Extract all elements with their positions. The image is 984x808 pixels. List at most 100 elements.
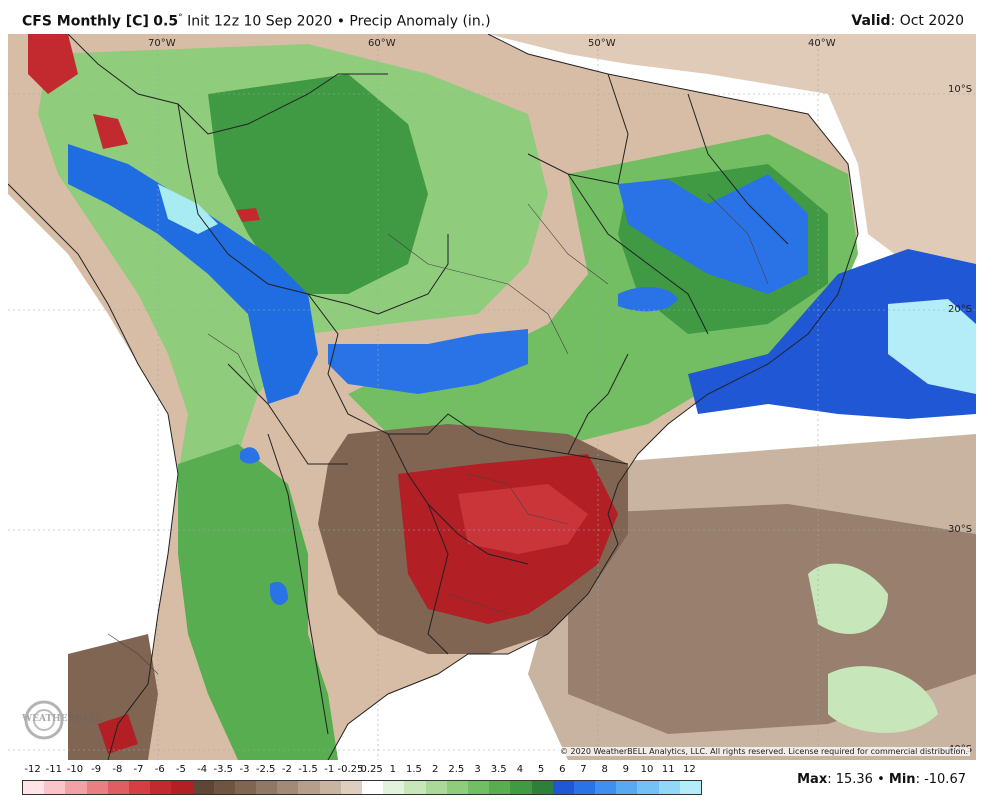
wet-zone-andes — [68, 144, 318, 404]
lat-label-10s: 10°S — [948, 84, 973, 95]
legend-swatch — [383, 781, 405, 794]
init-time: Init 12z 10 Sep 2020 — [187, 13, 333, 30]
max-min-readout: Max: 15.36 • Min: -10.67 — [797, 772, 966, 787]
max-label: Max — [797, 772, 828, 787]
min-value: -10.67 — [924, 772, 966, 787]
wet-zone-atlantic — [688, 249, 976, 419]
legend-tick-label: -2.5 — [255, 764, 276, 775]
lon-label-70w: 70°W — [148, 38, 176, 49]
valid-value: Oct 2020 — [899, 13, 964, 29]
dry-patch-peru — [28, 34, 78, 94]
field-name: Precip Anomaly (in.) — [349, 13, 491, 30]
legend-tick-label: -6 — [154, 764, 165, 775]
legend-tick-label: -7 — [133, 764, 144, 775]
legend-swatch — [44, 781, 66, 794]
max-value: 15.36 — [835, 772, 873, 787]
model-name: CFS Monthly [C] — [22, 13, 149, 30]
legend-tick-label: 9 — [622, 764, 630, 775]
legend-swatch — [552, 781, 574, 794]
legend-swatch — [531, 781, 553, 794]
legend-tick-label: -3.5 — [213, 764, 234, 775]
legend-swatch — [340, 781, 362, 794]
legend-swatch — [319, 781, 341, 794]
wet-zone-brazil — [618, 174, 808, 294]
legend-swatch — [637, 781, 659, 794]
legend-swatch — [298, 781, 320, 794]
legend-swatch — [679, 781, 701, 794]
copyright-notice: © 2020 WeatherBELL Analytics, LLC. All r… — [558, 747, 970, 756]
color-legend: -12 -11 -10 -9 -8 -7 -6 -5 -4 -3.5 -3 -2.5 -2 -1.5 -1-… — [22, 764, 702, 798]
legend-swatch — [616, 781, 638, 794]
precip-anomaly-map: 70°W 60°W 50°W 40°W 10°S 20°S 30°S 40°S … — [8, 34, 976, 760]
legend-ticks: -12 -11 -10 -9 -8 -7 -6 -5 -4 -3.5 -3 -2.5 -2 -1.5 -1-… — [22, 764, 702, 778]
legend-swatch — [446, 781, 468, 794]
legend-swatch — [256, 781, 278, 794]
legend-swatch — [573, 781, 596, 794]
wet-zone-atlantic-core — [888, 299, 976, 394]
legend-swatch — [23, 781, 45, 794]
heavy-dry-inner — [458, 484, 588, 554]
legend-swatch — [192, 781, 214, 794]
dry-patch-peru-2 — [93, 114, 128, 149]
map-title: CFS Monthly [C] 0.5° Init 12z 10 Sep 202… — [22, 13, 491, 30]
dry-zone-patagonia — [68, 634, 158, 760]
legend-tick-label: 2.5 — [448, 764, 465, 775]
legend-swatch — [128, 781, 151, 794]
legend-tick-label: -5 — [175, 764, 186, 775]
title-bar: CFS Monthly [C] 0.5° Init 12z 10 Sep 202… — [0, 0, 984, 36]
legend-tick-label: -4 — [197, 764, 208, 775]
wet-patch-small — [618, 287, 678, 312]
degree-mark: ° — [178, 13, 183, 23]
legend-tick-label: 2 — [431, 764, 439, 775]
legend-tick-label: -2 — [281, 764, 292, 775]
legend-tick-label: 3.5 — [490, 764, 507, 775]
legend-swatch — [510, 781, 532, 794]
green-core — [208, 74, 428, 294]
graticule — [8, 34, 976, 760]
dry-patch-bolivia — [236, 208, 260, 222]
legend-swatch — [107, 781, 129, 794]
legend-tick-label: -1.5 — [298, 764, 318, 775]
legend-tick-label: -8 — [112, 764, 123, 775]
bullet-separator-2: • — [877, 772, 885, 787]
legend-tick-label: 1 — [389, 764, 396, 775]
legend-tick-label: -0.25 — [337, 764, 364, 775]
legend-swatch — [277, 781, 299, 794]
legend-tick-label: -3 — [239, 764, 250, 775]
lon-label-60w: 60°W — [368, 38, 396, 49]
legend-tick-label: 7 — [580, 764, 587, 775]
legend-swatch — [213, 781, 235, 794]
legend-swatch — [234, 781, 257, 794]
lon-label-50w: 50°W — [588, 38, 616, 49]
legend-swatch — [65, 781, 87, 794]
wet-patch-chaco — [240, 447, 260, 464]
legend-swatch — [425, 781, 447, 794]
legend-tick-label: 12 — [683, 764, 696, 775]
legend-tick-label: -11 — [45, 764, 62, 775]
bullet-separator: • — [336, 13, 345, 30]
atlantic-moist-patch — [808, 563, 888, 634]
legend-swatch — [86, 781, 108, 794]
min-label: Min — [888, 772, 916, 787]
legend-tick-label: -10 — [66, 764, 84, 775]
legend-tick-label: -1 — [324, 764, 335, 775]
lat-label-30s: 30°S — [948, 524, 973, 535]
map-canvas — [8, 34, 976, 760]
resolution: 0.5 — [153, 13, 179, 30]
legend-tick-label: 5 — [537, 764, 545, 775]
atlantic-moist-patch-2 — [828, 666, 938, 733]
wet-patch-argentina — [270, 581, 288, 606]
legend-tick-label: 6 — [559, 764, 566, 775]
legend-tick-label: 8 — [601, 764, 608, 775]
legend-tick-label: 1.5 — [406, 764, 422, 775]
legend-tick-label: 4 — [516, 764, 524, 775]
lon-label-40w: 40°W — [808, 38, 836, 49]
internal-borders — [107, 193, 769, 675]
legend-swatch — [595, 781, 617, 794]
legend-swatch — [150, 781, 172, 794]
logo-text: WEATHERBELL — [22, 714, 103, 724]
coastlines-borders — [8, 34, 859, 760]
legend-tick-label: 11 — [661, 764, 675, 775]
logo-mark — [24, 700, 64, 740]
legend-tick-label: 0.25 — [360, 764, 383, 775]
